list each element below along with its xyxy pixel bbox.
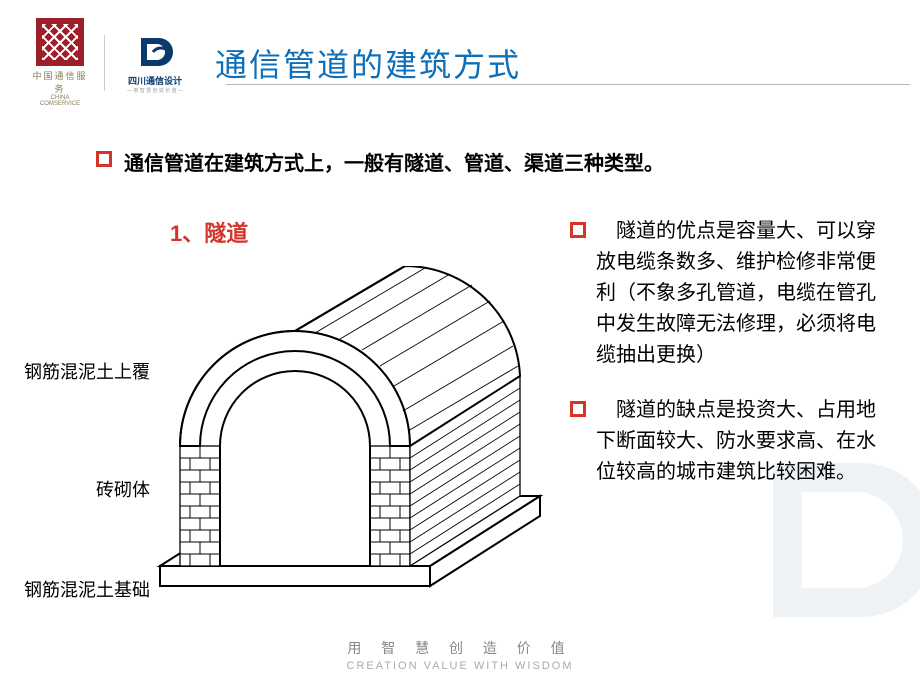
logo-comservice-icon — [36, 18, 84, 66]
slide-title: 通信管道的建筑方式 — [215, 40, 521, 86]
slide-footer: 用 智 慧 创 造 价 值 CREATION VALUE WITH WISDOM — [0, 638, 920, 672]
paragraph-advantage: 隧道的优点是容量大、可以穿放电缆条数多、维护检修非常便利（不象多孔管道，电缆在管… — [570, 216, 890, 371]
logo-comservice-cn: 中国通信服务 — [30, 69, 90, 95]
paragraph-disadvantage-text: 隧道的缺点是投资大、占用地下断面较大、防水要求高、在水位较高的城市建筑比较困难。 — [596, 395, 890, 488]
section-number: 1、隧道 — [170, 216, 248, 248]
tunnel-svg — [150, 266, 550, 626]
text-column: 隧道的优点是容量大、可以穿放电缆条数多、维护检修非常便利（不象多孔管道，电缆在管… — [570, 216, 890, 626]
footer-en: CREATION VALUE WITH WISDOM — [0, 660, 920, 672]
logo-comservice: 中国通信服务 CHINA COMSERVICE — [30, 18, 90, 107]
logo-sichuan-tagline: — 用 智 慧 创 造 价 值 — — [119, 87, 191, 94]
logo-sichuan-icon — [135, 32, 175, 72]
footer-cn: 用 智 慧 创 造 价 值 — [0, 638, 920, 658]
logo-comservice-en: CHINA COMSERVICE — [30, 95, 90, 107]
paragraph-advantage-text: 隧道的优点是容量大、可以穿放电缆条数多、维护检修非常便利（不象多孔管道，电缆在管… — [596, 216, 890, 371]
header-divider — [104, 35, 105, 91]
paragraph-disadvantage: 隧道的缺点是投资大、占用地下断面较大、防水要求高、在水位较高的城市建筑比较困难。 — [570, 395, 890, 488]
slide-header: 中国通信服务 CHINA COMSERVICE 四川通信设计 — 用 智 慧 创… — [0, 0, 920, 117]
diagram-column: 1、隧道 — [30, 216, 550, 626]
logo-sichuan: 四川通信设计 — 用 智 慧 创 造 价 值 — — [119, 32, 191, 94]
bullet-icon — [96, 151, 112, 167]
intro-text: 通信管道在建筑方式上，一般有隧道、管道、渠道三种类型。 — [124, 147, 664, 176]
diagram-label-mid: 砖砌体 — [10, 476, 150, 502]
bullet-icon — [570, 222, 586, 238]
tunnel-diagram: 钢筋混泥土上覆 砖砌体 钢筋混泥土基础 — [30, 266, 550, 626]
title-underline — [226, 84, 910, 85]
intro-row: 通信管道在建筑方式上，一般有隧道、管道、渠道三种类型。 — [0, 117, 920, 176]
bullet-icon — [570, 401, 586, 417]
diagram-label-top: 钢筋混泥土上覆 — [10, 358, 150, 384]
logo-sichuan-cn: 四川通信设计 — [119, 74, 191, 87]
content-area: 1、隧道 — [0, 176, 920, 626]
diagram-label-bottom: 钢筋混泥土基础 — [10, 576, 150, 602]
